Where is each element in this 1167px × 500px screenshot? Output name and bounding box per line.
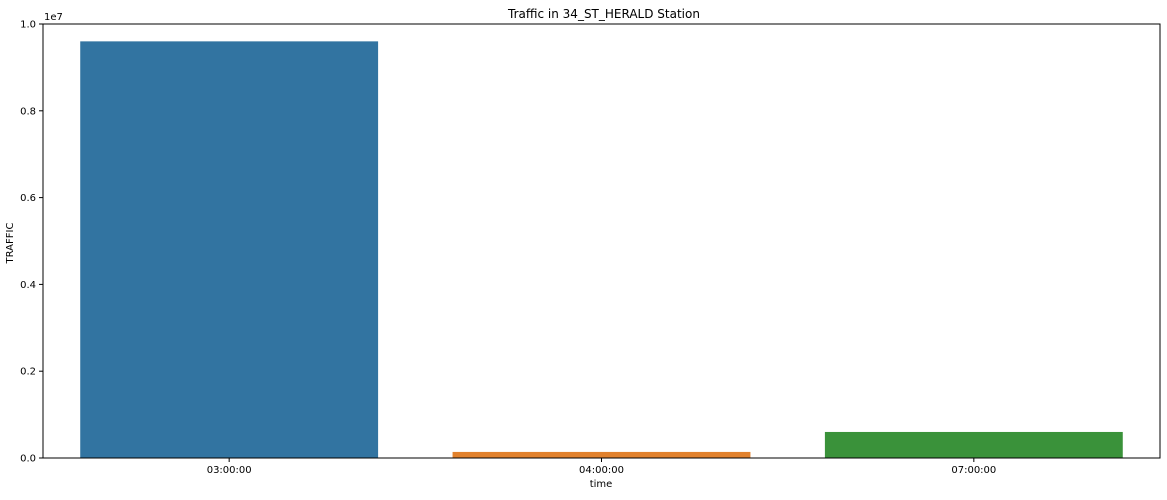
x-tick-label: 04:00:00 — [579, 465, 624, 476]
y-axis-label: TRAFFIC — [5, 223, 16, 265]
x-axis-ticks: 03:00:00 04:00:00 07:00:00 — [207, 458, 996, 476]
x-tick-label: 07:00:00 — [951, 465, 996, 476]
plot-frame — [42, 23, 1161, 459]
y-tick-label: 1.0 — [20, 20, 36, 31]
x-tick-label: 03:00:00 — [207, 465, 252, 476]
chart-title: Traffic in 34_ST_HERALD Station — [507, 7, 700, 21]
bars-group — [80, 41, 1123, 459]
y-tick-label: 0.6 — [20, 193, 36, 204]
y-tick-label: 0.8 — [20, 106, 36, 117]
y-axis-scale-label: 1e7 — [44, 12, 63, 23]
bar-07:00:00 — [824, 431, 1123, 458]
y-tick-label: 0.4 — [20, 280, 36, 291]
y-axis-ticks: 0.0 0.2 0.4 0.6 0.8 1.0 — [20, 20, 43, 465]
y-tick-label: 0.0 — [20, 454, 36, 465]
x-axis-label: time — [590, 479, 613, 490]
bar-03:00:00 — [80, 41, 379, 459]
bar-04:00:00 — [452, 451, 751, 458]
y-tick-label: 0.2 — [20, 367, 36, 378]
